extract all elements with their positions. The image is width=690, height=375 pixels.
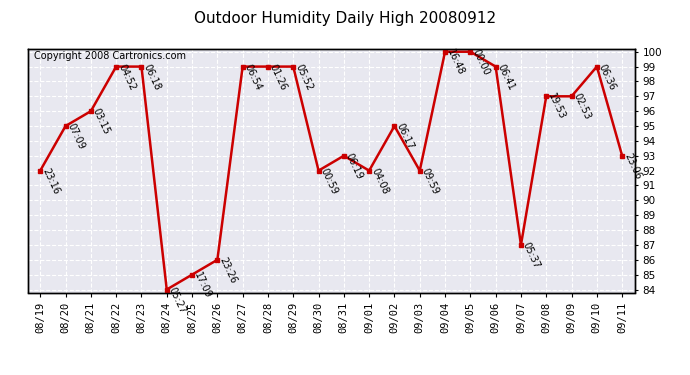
- Text: 05:27: 05:27: [167, 285, 188, 315]
- Text: 06:18: 06:18: [141, 62, 162, 92]
- Text: 07:09: 07:09: [66, 122, 86, 151]
- Text: 04:08: 04:08: [369, 166, 390, 196]
- Text: 16:48: 16:48: [445, 48, 466, 77]
- Text: 00:59: 00:59: [319, 166, 339, 196]
- Text: 06:54: 06:54: [243, 62, 264, 92]
- Text: 05:37: 05:37: [521, 241, 542, 270]
- Text: 17:09: 17:09: [192, 270, 213, 300]
- Text: 06:41: 06:41: [495, 62, 516, 92]
- Text: 05:52: 05:52: [293, 62, 314, 92]
- Text: Copyright 2008 Cartronics.com: Copyright 2008 Cartronics.com: [34, 51, 186, 61]
- Text: 04:52: 04:52: [116, 62, 137, 92]
- Text: 09:59: 09:59: [420, 166, 441, 196]
- Text: Outdoor Humidity Daily High 20080912: Outdoor Humidity Daily High 20080912: [194, 11, 496, 26]
- Text: 06:36: 06:36: [597, 62, 618, 92]
- Text: 19:53: 19:53: [546, 92, 567, 122]
- Text: 00:00: 00:00: [471, 48, 491, 77]
- Text: 03:15: 03:15: [91, 107, 112, 136]
- Text: 06:19: 06:19: [344, 152, 364, 181]
- Text: 02:53: 02:53: [571, 92, 593, 122]
- Text: 06:17: 06:17: [395, 122, 415, 151]
- Text: 23:26: 23:26: [217, 256, 238, 285]
- Text: 23:06: 23:06: [622, 152, 643, 181]
- Text: 01:26: 01:26: [268, 62, 289, 92]
- Text: 23:16: 23:16: [40, 166, 61, 196]
